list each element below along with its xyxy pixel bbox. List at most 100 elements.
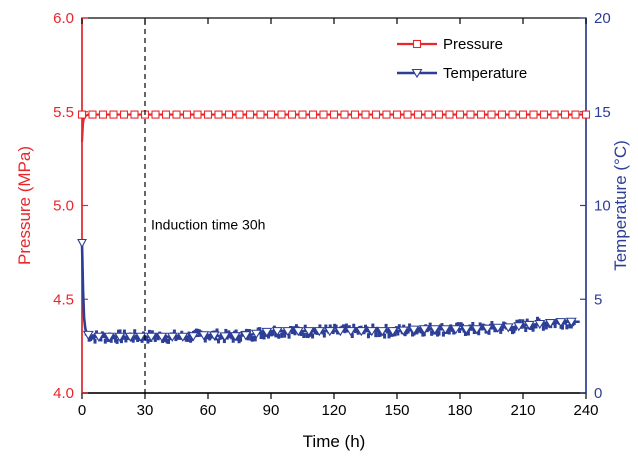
temperature-noise (253, 336, 257, 342)
temperature-noise (362, 329, 366, 335)
temperature-noise (321, 329, 325, 335)
pressure-marker (235, 110, 244, 119)
temperature-noise (234, 329, 238, 335)
temperature-noise (490, 321, 494, 327)
pressure-marker (403, 110, 412, 119)
temperature-marker (565, 317, 577, 327)
left-tick-label: 4.0 (53, 385, 74, 402)
temperature-noise (518, 319, 522, 325)
temperature-noise (209, 333, 213, 339)
temperature-noise (366, 333, 370, 339)
temperature-marker (502, 323, 514, 333)
legend-marker (411, 68, 423, 79)
temperature-marker (198, 331, 210, 341)
temperature-noise (271, 330, 275, 336)
annotation-layer: Induction time 30h (144, 20, 265, 393)
temperature-noise (300, 330, 304, 336)
temperature-marker (544, 319, 556, 329)
temperature-noise (478, 322, 482, 328)
temperature-noise (280, 332, 284, 338)
temperature-noise (430, 330, 434, 336)
x-axis-title: Time (h) (303, 432, 366, 451)
temperature-noise (341, 324, 345, 330)
temperature-marker (418, 325, 430, 335)
temperature-marker (355, 327, 367, 337)
temperature-marker (156, 332, 168, 342)
temperature-noise (491, 324, 495, 330)
temperature-noise (99, 336, 103, 342)
temperature-marker (82, 330, 94, 340)
temperature-noise (450, 326, 454, 332)
right-tick-label: 10 (594, 198, 611, 215)
temperature-marker (523, 320, 535, 331)
temperature-marker (513, 322, 525, 332)
pressure-line (80, 113, 586, 142)
pressure-marker (119, 110, 129, 119)
temperature-noise (375, 326, 379, 332)
temperature-noise (343, 328, 347, 334)
pressure-marker (497, 110, 507, 119)
temperature-noise (109, 337, 113, 343)
temperature-noise (118, 329, 122, 335)
temperature-noise (140, 337, 144, 343)
temperature-marker (93, 332, 105, 342)
temperature-noise (311, 333, 315, 339)
temperature-noise (365, 326, 369, 332)
temperature-marker (555, 318, 567, 328)
right-axis-title: Temperature (°C) (611, 140, 630, 271)
pressure-marker (130, 110, 139, 119)
x-tick-label: 240 (573, 402, 598, 419)
temperature-noise (544, 324, 548, 330)
temperature-marker (387, 327, 399, 337)
temperature-noise (437, 330, 441, 336)
temperature-noise (259, 334, 263, 340)
temperature-marker (408, 325, 420, 335)
temperature-marker (303, 327, 315, 337)
temperature-marker (229, 332, 241, 342)
pressure-series (77, 110, 591, 142)
pressure-marker (77, 110, 87, 119)
pressure-marker (287, 110, 297, 119)
temperature-noise (553, 323, 557, 329)
pressure-marker (350, 110, 360, 119)
temperature-noise (452, 329, 456, 335)
pressure-marker (581, 110, 591, 119)
temperature-noise (541, 325, 545, 331)
temperature-noise (477, 330, 481, 336)
temperature-noise (261, 330, 265, 336)
temperature-noise (469, 325, 473, 331)
x-tick-label: 90 (263, 402, 280, 419)
temperature-noise (167, 338, 171, 344)
x-tick-label: 0 (78, 402, 86, 419)
legend-item-temperature: Temperature (397, 65, 527, 82)
temperature-noise (309, 330, 313, 336)
temperature-noise (563, 319, 567, 325)
temperature-noise (500, 326, 504, 332)
pressure-marker (550, 110, 559, 119)
temperature-noise (203, 337, 207, 343)
temperature-noise (133, 329, 137, 335)
pressure-marker (466, 110, 475, 119)
x-tick-label: 60 (200, 402, 217, 419)
temperature-marker (103, 332, 115, 342)
temperature-noise (102, 332, 106, 338)
temperature-noise (112, 334, 116, 340)
temperature-noise (217, 338, 220, 344)
temperature-noise (131, 337, 135, 343)
temperature-noise (458, 327, 462, 333)
temperature-noise (147, 329, 151, 335)
temperature-noise (302, 332, 306, 338)
legend-label: Temperature (443, 65, 527, 82)
temperature-noise (115, 338, 119, 344)
temperature-noise (277, 333, 281, 339)
temperature-marker (250, 329, 262, 339)
temperature-noise (283, 332, 287, 338)
temperature-noise (262, 334, 266, 340)
temperature-noise (331, 329, 335, 335)
temperature-noise (153, 336, 157, 342)
temperature-noise (258, 327, 262, 333)
temperature-noise (560, 324, 564, 330)
temperature-noise (513, 325, 517, 331)
pressure-marker (203, 110, 213, 119)
